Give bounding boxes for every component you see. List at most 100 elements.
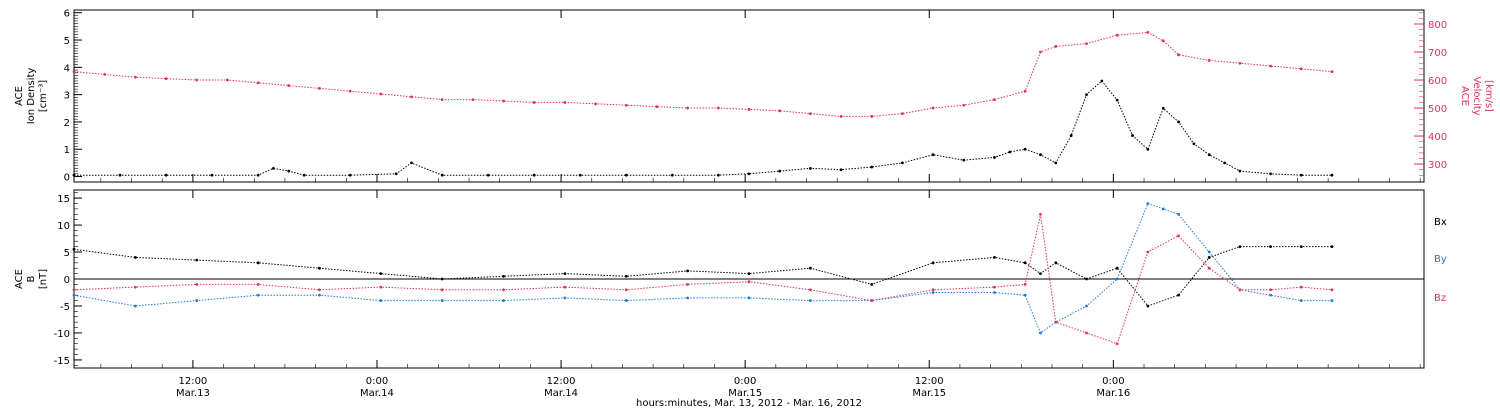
bz-point — [1299, 285, 1303, 289]
bx-point — [686, 269, 690, 273]
field-axis-label-line1: ACE — [14, 269, 25, 289]
density-point — [1115, 98, 1119, 102]
velocity-point — [1054, 45, 1058, 48]
bz-point — [624, 288, 628, 292]
velocity-point — [778, 109, 782, 113]
velocity-point — [103, 73, 107, 76]
top-panel-frame — [73, 9, 1425, 183]
bz-point — [1238, 288, 1242, 292]
bx-point — [993, 256, 996, 259]
by-point — [72, 293, 76, 297]
time-tick-label: 12:00 — [178, 376, 207, 387]
time-tick-label: 12:00 — [547, 376, 576, 387]
by-point — [1115, 277, 1119, 281]
velocity-point — [287, 84, 291, 88]
velocity-point — [993, 98, 996, 102]
density-point — [578, 173, 582, 177]
density-point — [1207, 153, 1211, 157]
top-panel-series — [72, 31, 1334, 177]
velocity-point — [256, 81, 260, 85]
velocity-tick-label: 500 — [1428, 104, 1447, 115]
bz-point — [870, 299, 874, 302]
velocity-point — [1085, 42, 1088, 46]
velocity-ticks: 300 400 500 600 700 800 — [1414, 12, 1447, 176]
density-point — [1085, 93, 1088, 97]
velocity-point — [164, 77, 168, 81]
bz-point — [993, 285, 996, 289]
bx-point — [502, 274, 505, 278]
by-point — [379, 299, 383, 302]
velocity-point — [716, 106, 720, 110]
density-point — [410, 161, 413, 165]
by-trace — [73, 202, 1332, 334]
bx-point — [1054, 261, 1058, 265]
bx-point — [256, 261, 260, 265]
velocity-point — [133, 75, 137, 79]
density-axis-label-line2: Ion Density — [26, 68, 37, 125]
velocity-tick-label: 300 — [1428, 160, 1447, 171]
velocity-point — [563, 101, 567, 104]
velocity-point — [1330, 70, 1334, 74]
legend-by: By — [1434, 254, 1447, 265]
density-point — [532, 173, 536, 177]
density-point — [256, 173, 260, 177]
velocity-point — [1023, 89, 1027, 93]
by-point — [624, 299, 628, 302]
velocity-point — [1177, 53, 1180, 57]
density-point — [394, 172, 398, 176]
field-tick-label: 15 — [57, 194, 70, 205]
legend-bx: Bx — [1434, 217, 1447, 228]
density-tick-label: 1 — [64, 145, 70, 156]
velocity-point — [195, 78, 199, 82]
velocity-tick-label: 700 — [1428, 48, 1447, 59]
velocity-point — [348, 89, 352, 93]
density-point — [118, 173, 122, 177]
bx-point — [808, 266, 812, 270]
density-ticks: 0 1 2 3 4 5 6 — [64, 9, 82, 184]
bx-point — [1299, 245, 1303, 249]
velocity-point — [72, 70, 76, 74]
density-point — [1023, 147, 1027, 151]
velocity-axis-label-line2: Velocity — [1471, 76, 1482, 115]
by-point — [133, 304, 137, 308]
density-tick-label: 2 — [64, 118, 70, 129]
velocity-point — [440, 98, 444, 102]
density-point — [164, 173, 168, 177]
field-tick-label: 0 — [64, 275, 70, 286]
field-ticks: 15 10 5 0 -5 -10 -15 — [54, 192, 82, 367]
velocity-point — [962, 103, 966, 107]
field-tick-label: -5 — [60, 302, 70, 313]
velocity-point — [808, 112, 812, 116]
by-point — [502, 299, 505, 302]
density-point — [302, 173, 306, 177]
density-point — [1131, 134, 1134, 137]
density-point — [1008, 150, 1012, 154]
density-point — [1269, 172, 1272, 176]
velocity-point — [1238, 61, 1242, 65]
bx-trace — [73, 246, 1332, 307]
velocity-point — [226, 78, 229, 82]
bx-point — [624, 274, 628, 278]
bx-point — [931, 261, 935, 265]
by-point — [563, 296, 567, 300]
density-point — [1223, 161, 1226, 165]
density-point — [1054, 161, 1058, 165]
bz-point — [563, 285, 567, 289]
velocity-point — [532, 101, 536, 104]
velocity-point — [471, 98, 475, 102]
bx-point — [1330, 245, 1334, 249]
bz-point — [1085, 331, 1088, 335]
velocity-point — [839, 115, 843, 118]
velocity-axis-label-line3: [km/s] — [1483, 80, 1494, 112]
velocity-point — [502, 99, 505, 103]
velocity-point — [1146, 31, 1150, 34]
bz-point — [1177, 234, 1180, 238]
time-tick-label: 12:00 — [915, 376, 944, 387]
velocity-point — [1269, 64, 1272, 68]
date-tick-label: Mar.14 — [360, 388, 394, 399]
by-point — [1146, 202, 1150, 205]
density-axis-label-line3: [cm⁻³] — [38, 80, 49, 112]
bx-point — [1115, 266, 1119, 270]
velocity-point — [410, 95, 413, 99]
density-point — [210, 173, 214, 177]
